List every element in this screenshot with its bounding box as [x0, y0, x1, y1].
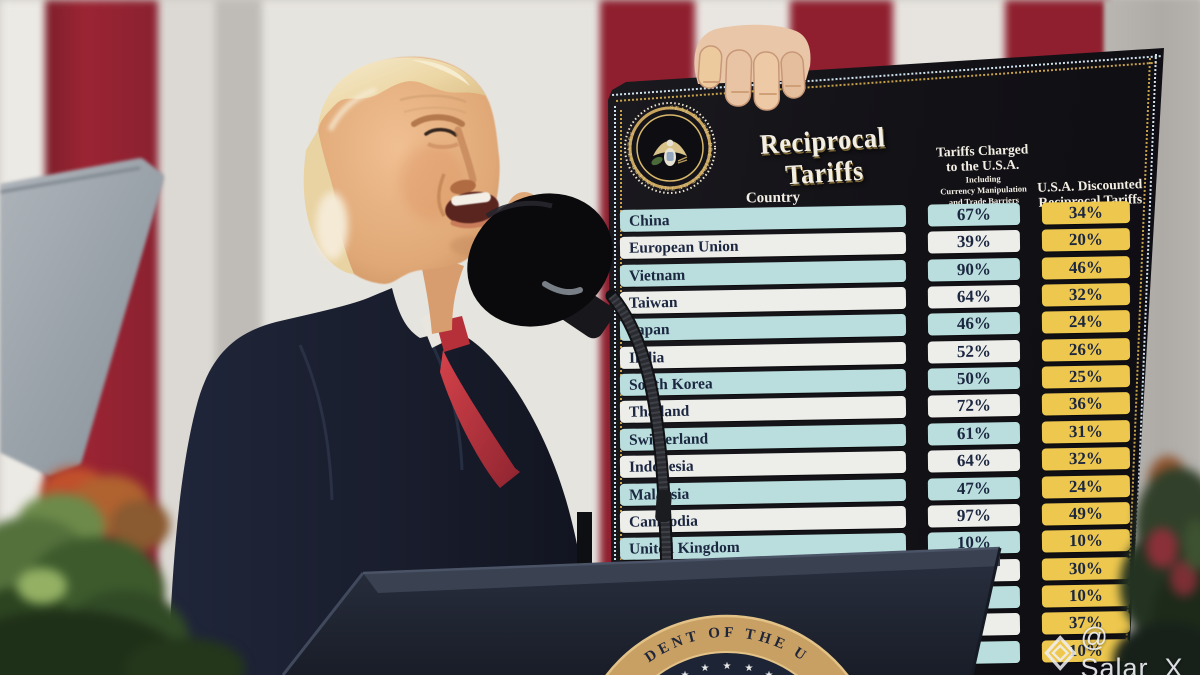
mic-stand-pole — [577, 512, 592, 578]
nose — [454, 126, 477, 184]
foliage-left — [0, 467, 245, 675]
watermark-logo-icon — [1044, 635, 1077, 671]
neck — [418, 250, 464, 334]
watermark-text: @ Salar_X — [1080, 622, 1184, 675]
hair — [303, 57, 486, 274]
open-mouth — [445, 191, 499, 229]
eye — [424, 127, 458, 137]
eyebrow — [411, 114, 465, 127]
teleprompter — [0, 158, 164, 476]
svg-text:★: ★ — [681, 670, 690, 675]
board-trim — [614, 106, 616, 672]
watermark: @ Salar_X — [1044, 622, 1200, 675]
svg-text:★: ★ — [745, 663, 754, 674]
podium-presidential-seal: DENT OF THE U ★★★ ★★ — [605, 614, 849, 675]
svg-text:★: ★ — [723, 661, 732, 672]
face — [313, 56, 500, 284]
board-seal-icon: SEAL OF THE PRESIDENT OF THE UNITED STAT… — [624, 102, 716, 194]
svg-text:★: ★ — [701, 663, 710, 674]
svg-text:★: ★ — [765, 670, 774, 675]
